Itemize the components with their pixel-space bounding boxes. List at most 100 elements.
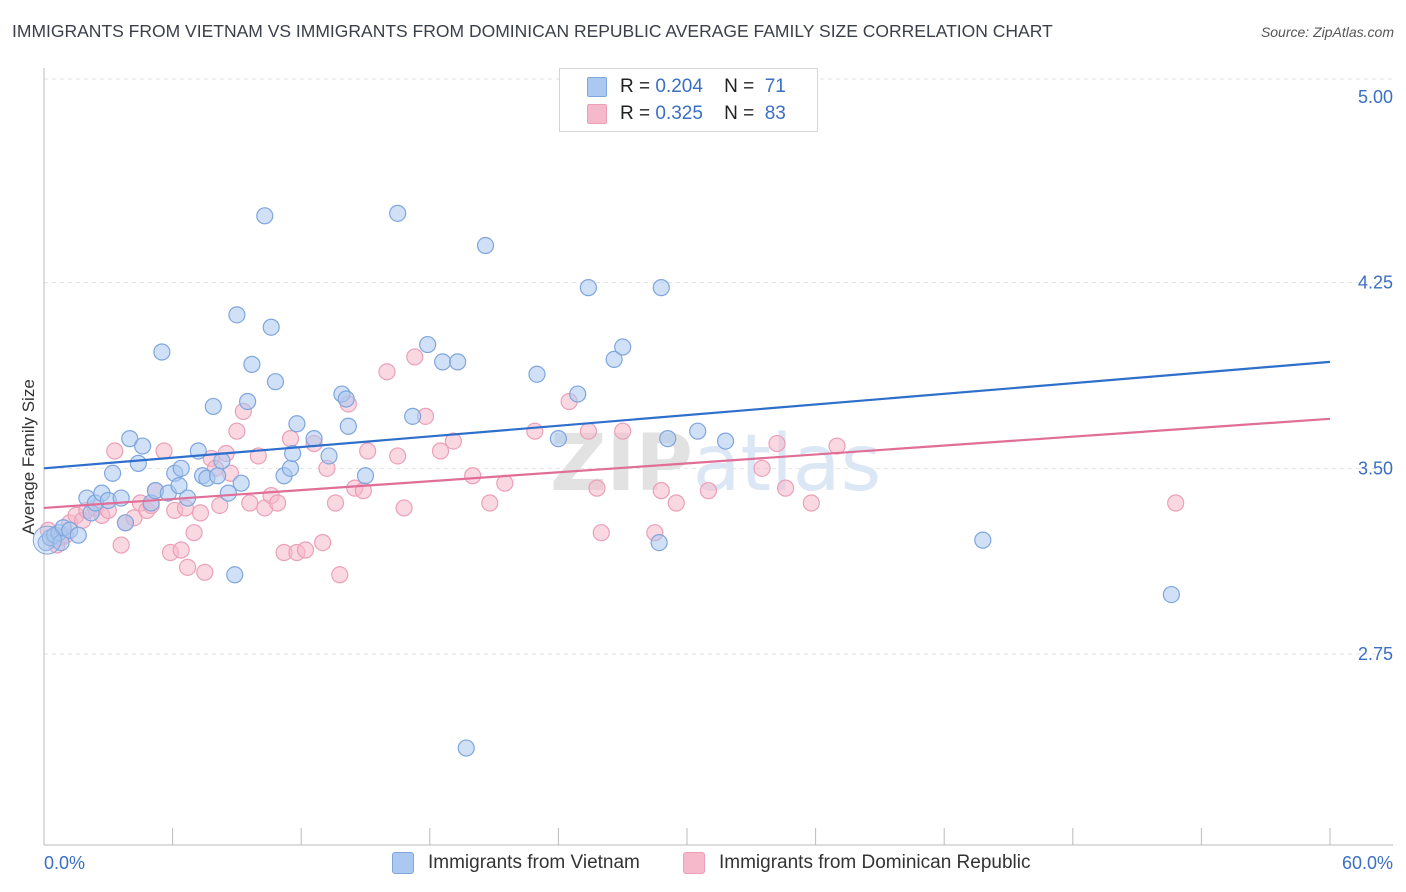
point-vietnam (339, 417, 357, 435)
series-legend: Immigrants from Vietnam Immigrants from … (0, 852, 1406, 878)
point-vietnam (213, 452, 231, 470)
point-vietnam (549, 430, 568, 448)
points-layer (32, 204, 1185, 757)
point-vietnam (356, 467, 375, 485)
point-dominican (699, 482, 718, 500)
point-dominican (802, 494, 820, 512)
legend-swatch-dominican (683, 852, 705, 874)
point-dominican (395, 499, 413, 517)
point-dominican (241, 494, 259, 512)
r-label: R = (620, 103, 651, 124)
point-vietnam (457, 739, 475, 757)
point-dominican (378, 363, 396, 381)
point-vietnam (288, 415, 306, 433)
point-dominican (185, 524, 203, 542)
point-vietnam (243, 355, 261, 373)
point-dominican (281, 430, 300, 448)
point-vietnam (172, 459, 190, 477)
point-dominican (191, 504, 210, 522)
point-dominican (406, 348, 424, 366)
n-label: N = (724, 76, 755, 97)
legend-swatch-vietnam (587, 77, 607, 97)
legend-row-vietnam: R = 0.204 N = 71 (560, 74, 786, 100)
point-dominican (592, 524, 610, 542)
legend-label-dominican: Immigrants from Dominican Republic (719, 852, 1031, 873)
point-vietnam (476, 236, 495, 255)
source-credit: Source: ZipAtlas.com (1260, 24, 1394, 40)
point-vietnam (129, 454, 147, 472)
point-dominican (196, 563, 214, 581)
y-tick-label: 4.25 (1358, 273, 1393, 293)
point-dominican (579, 422, 598, 440)
point-vietnam (204, 397, 222, 416)
point-dominican (776, 479, 795, 497)
point-dominican (326, 494, 345, 512)
point-vietnam (69, 526, 87, 544)
point-dominican (588, 479, 606, 497)
point-dominican (753, 459, 771, 477)
point-dominican (155, 442, 173, 460)
n-value: 71 (764, 76, 786, 97)
y-tick-label: 5.00 (1358, 87, 1393, 107)
point-vietnam (133, 437, 152, 455)
legend-swatch-dominican (587, 104, 607, 124)
chart-title: IMMIGRANTS FROM VIETNAM VS IMMIGRANTS FR… (12, 21, 1053, 41)
point-dominican (431, 442, 450, 460)
point-vietnam (650, 533, 668, 552)
point-vietnam (652, 279, 670, 297)
point-dominican (269, 494, 287, 512)
point-dominican (526, 422, 544, 440)
point-vietnam (449, 353, 467, 371)
point-vietnam (579, 279, 598, 297)
tick-label-layer: 2.75 3.50 4.25 5.00 0.0% 60.0% (44, 87, 1393, 873)
n-label: N = (724, 103, 755, 124)
correlation-legend: R = 0.204 N = 71 R = 0.325 N = 83 (559, 68, 818, 132)
point-vietnam (103, 464, 122, 482)
point-dominican (112, 536, 130, 554)
point-vietnam (974, 531, 992, 549)
point-vietnam (266, 373, 285, 391)
point-vietnam (1162, 585, 1180, 604)
point-vietnam (121, 430, 139, 448)
axis-layer (43, 68, 1393, 846)
point-vietnam (528, 365, 546, 383)
point-vietnam (209, 467, 227, 485)
point-vietnam (305, 430, 323, 448)
point-vietnam (404, 407, 422, 425)
r-value: 0.325 (655, 103, 703, 124)
point-vietnam (239, 392, 257, 411)
point-dominican (481, 494, 499, 512)
point-dominican (359, 442, 377, 460)
legend-row-dominican: R = 0.325 N = 83 (560, 101, 786, 127)
point-vietnam (262, 318, 280, 336)
point-cluster (32, 525, 62, 555)
point-vietnam (389, 204, 407, 222)
legend-item-dominican: Immigrants from Dominican Republic (683, 852, 1031, 874)
point-vietnam (284, 444, 302, 463)
point-dominican (106, 442, 124, 460)
point-vietnam (434, 353, 452, 371)
point-vietnam (228, 306, 246, 324)
point-dominican (667, 494, 685, 512)
x-tick-label: 60.0% (1342, 853, 1393, 873)
point-vietnam (226, 566, 244, 584)
x-tick-label: 0.0% (44, 853, 85, 873)
legend-swatch-vietnam (392, 852, 414, 874)
point-vietnam (419, 335, 437, 354)
point-vietnam (232, 474, 250, 492)
point-vietnam (281, 459, 300, 477)
point-dominican (1167, 494, 1185, 512)
point-vietnam (689, 422, 707, 440)
point-vietnam (337, 390, 355, 408)
point-vietnam (614, 338, 632, 356)
trend-line-dominican (43, 417, 1331, 510)
point-dominican (172, 541, 190, 559)
point-vietnam (569, 385, 587, 403)
point-dominican (228, 422, 246, 440)
point-dominican (296, 541, 315, 559)
legend-item-vietnam: Immigrants from Vietnam (392, 852, 640, 874)
point-dominican (496, 474, 514, 492)
point-vietnam (116, 514, 135, 532)
legend-label-vietnam: Immigrants from Vietnam (428, 852, 640, 873)
